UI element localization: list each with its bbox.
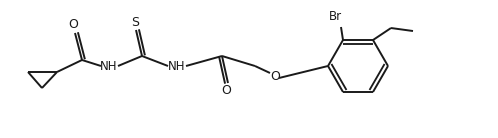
Text: NH: NH	[168, 59, 186, 72]
Text: O: O	[270, 70, 280, 83]
Text: NH: NH	[100, 59, 118, 72]
Text: Br: Br	[329, 10, 342, 22]
Text: O: O	[68, 18, 78, 31]
Text: S: S	[131, 15, 139, 29]
Text: O: O	[221, 84, 231, 98]
